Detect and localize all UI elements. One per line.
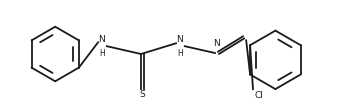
Text: N: N bbox=[99, 35, 105, 44]
Text: N: N bbox=[213, 39, 220, 48]
Text: N: N bbox=[177, 35, 183, 44]
Text: H: H bbox=[177, 49, 183, 58]
Text: H: H bbox=[99, 49, 105, 58]
Text: S: S bbox=[139, 90, 145, 99]
Text: Cl: Cl bbox=[255, 91, 264, 100]
